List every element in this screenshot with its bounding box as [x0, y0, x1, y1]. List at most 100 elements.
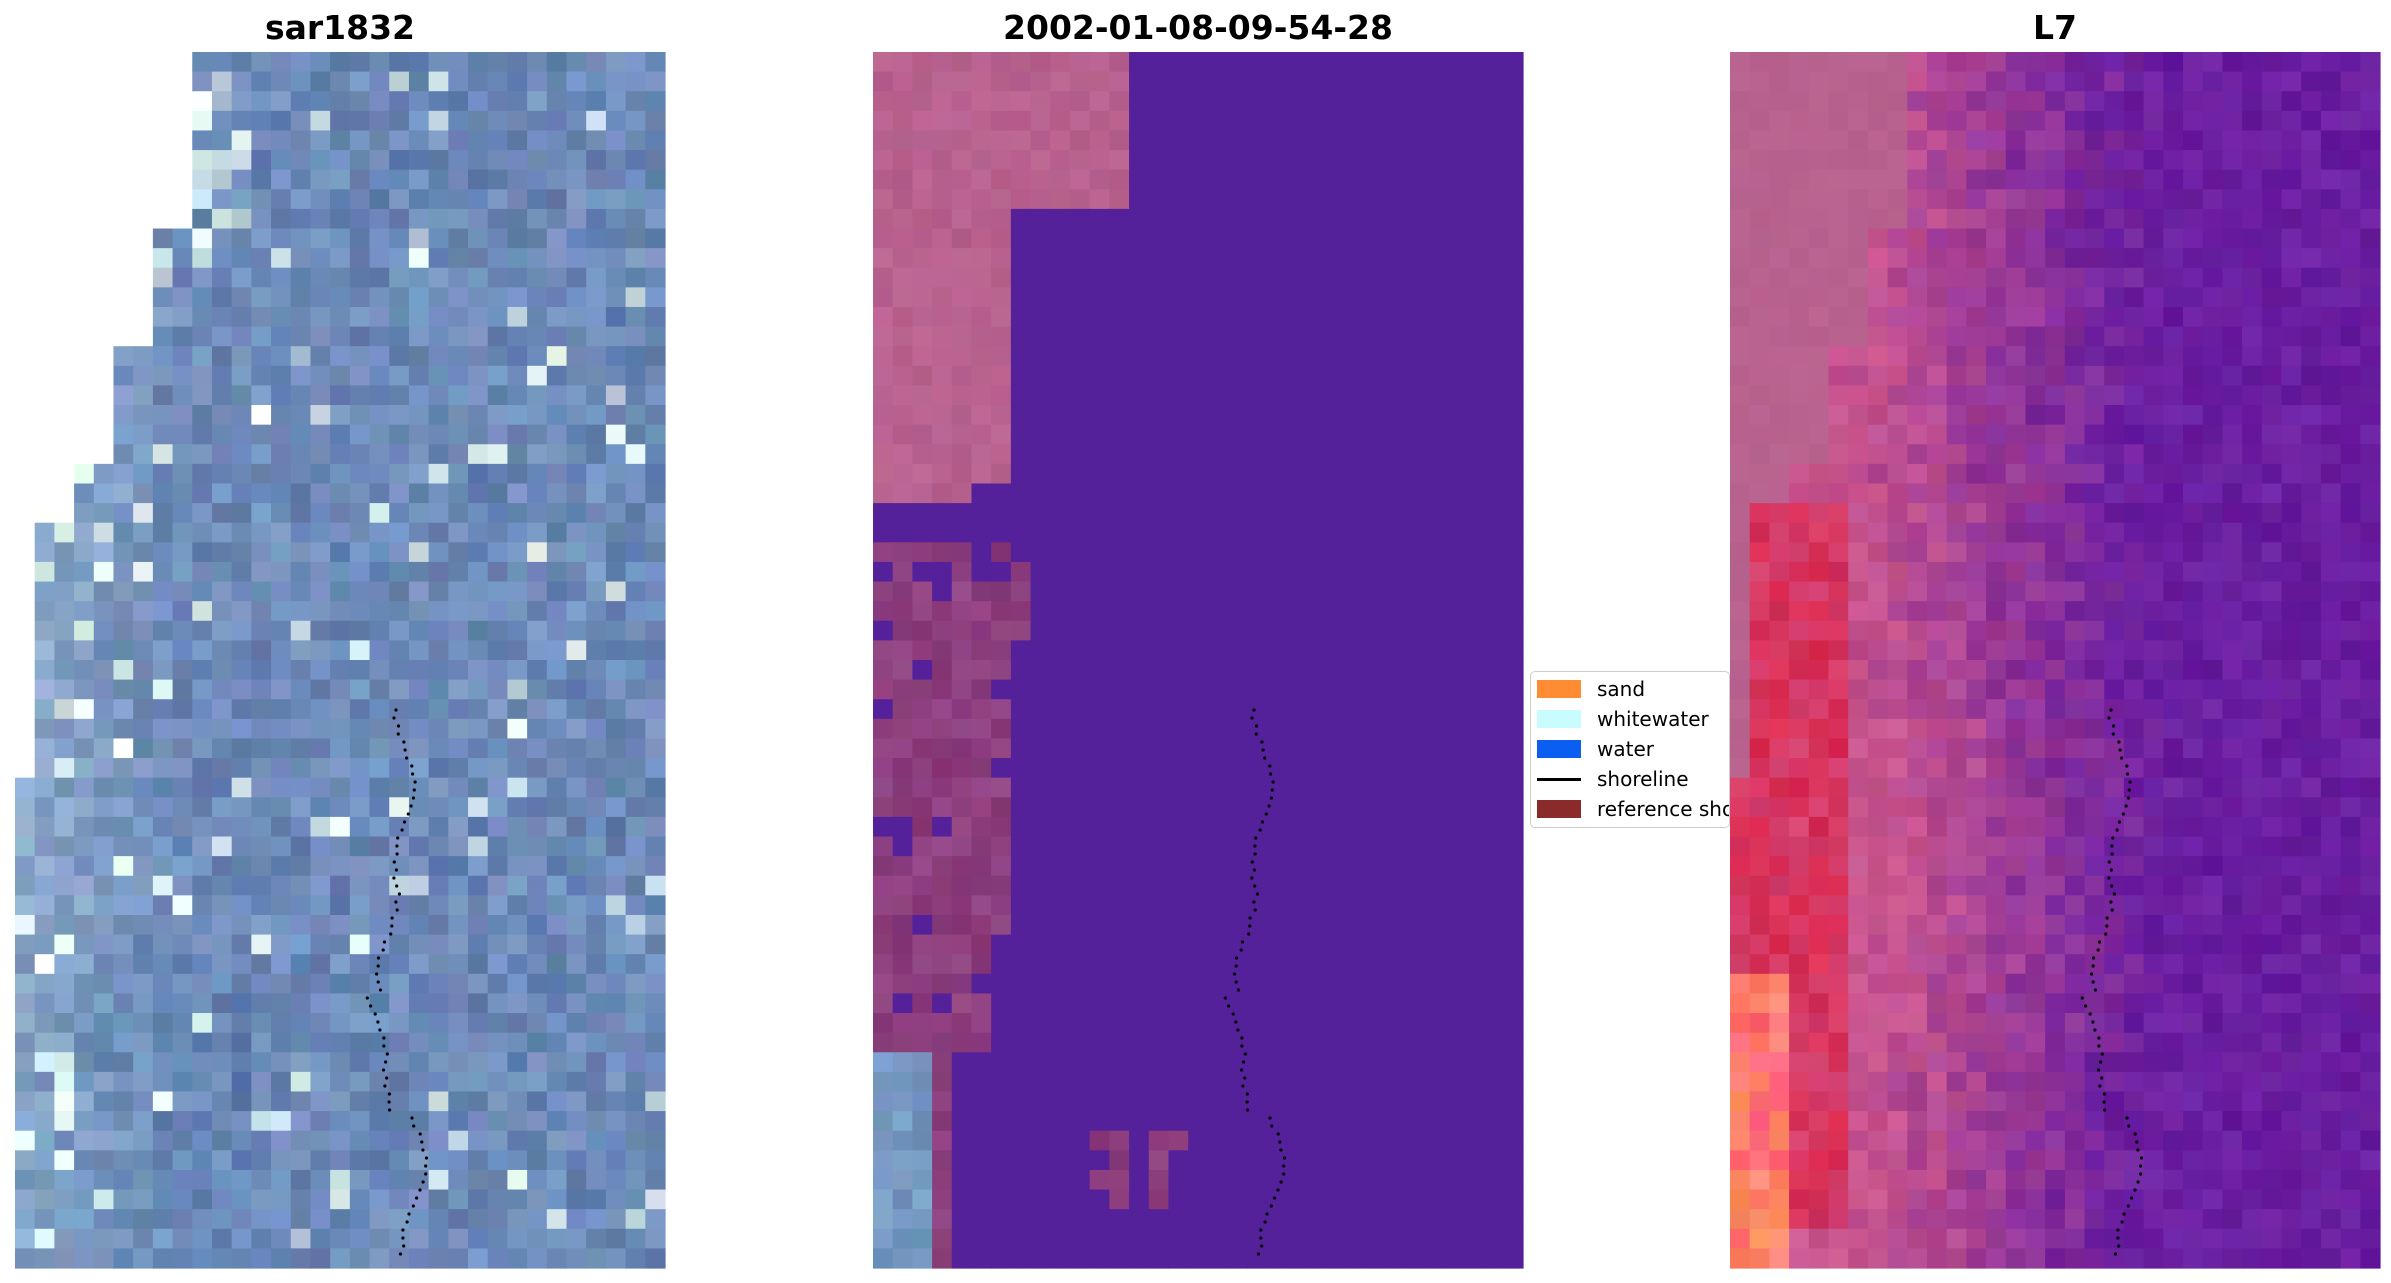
class-pixel: [1207, 346, 1229, 367]
ndwi-pixel: [1848, 248, 1869, 269]
rgb-pixel: [192, 758, 213, 779]
rgb-pixel: [468, 934, 489, 955]
ndwi-pixel: [1966, 424, 1987, 445]
rgb-pixel: [192, 1228, 213, 1249]
rgb-pixel: [527, 875, 548, 896]
ndwi-pixel: [1867, 405, 1889, 426]
rgb-pixel: [74, 934, 95, 955]
rgb-pixel: [271, 306, 292, 328]
ndwi-pixel: [2281, 228, 2302, 249]
rgb-pixel: [605, 1071, 627, 1093]
ndwi-pixel: [1789, 71, 1810, 92]
ndwi-pixel: [2104, 444, 2125, 465]
class-pixel: [1089, 1228, 1110, 1249]
rgb-pixel: [625, 993, 646, 1014]
ndwi-pixel: [2281, 561, 2302, 583]
rgb-pixel: [527, 542, 548, 563]
class-pixel: [1306, 365, 1327, 387]
ndwi-pixel: [2104, 365, 2125, 387]
class-pixel: [1168, 228, 1189, 249]
class-pixel: [1503, 1032, 1524, 1053]
class-pixel: [1385, 463, 1406, 485]
ndwi-pixel: [2183, 306, 2204, 328]
rgb-pixel: [487, 52, 509, 73]
ndwi-pixel: [1769, 385, 1790, 406]
shoreline-point: [403, 748, 407, 752]
rgb-pixel: [310, 1052, 331, 1073]
rgb-pixel: [74, 463, 95, 485]
class-pixel: [1286, 679, 1307, 700]
rgb-pixel: [645, 365, 666, 387]
class-pixel: [1168, 816, 1189, 838]
class-pixel: [912, 1130, 933, 1151]
class-pixel: [932, 561, 953, 583]
ndwi-pixel: [2183, 150, 2204, 171]
ndwi-pixel: [2104, 405, 2125, 426]
rgb-pixel: [310, 169, 331, 190]
ndwi-pixel: [1926, 169, 1948, 190]
rgb-pixel: [349, 620, 371, 641]
rgb-pixel: [54, 522, 75, 543]
ndwi-pixel: [2045, 326, 2066, 347]
class-pixel: [1109, 660, 1130, 681]
rgb-pixel: [566, 228, 587, 249]
rgb-pixel: [15, 1228, 36, 1249]
class-pixel: [1326, 954, 1347, 975]
rgb-pixel: [566, 52, 587, 73]
class-pixel: [1503, 797, 1524, 818]
rgb-pixel: [231, 973, 252, 995]
ndwi-pixel: [2064, 91, 2086, 112]
class-pixel: [873, 914, 894, 936]
ndwi-pixel: [1808, 463, 1830, 485]
ndwi-pixel: [2281, 444, 2302, 465]
rgb-pixel: [231, 581, 252, 602]
rgb-pixel: [93, 934, 115, 955]
rgb-pixel: [172, 1013, 193, 1034]
class-pixel: [873, 581, 894, 602]
class-pixel: [1109, 150, 1130, 171]
rgb-pixel: [605, 405, 627, 426]
class-pixel: [951, 856, 973, 877]
rgb-pixel: [211, 463, 233, 485]
class-pixel: [1306, 738, 1327, 759]
class-pixel: [1404, 91, 1426, 112]
class-pixel: [1503, 248, 1524, 269]
rgb-pixel: [625, 914, 646, 936]
rgb-pixel: [507, 993, 528, 1014]
rgb-pixel: [566, 1228, 587, 1249]
class-pixel: [892, 1111, 913, 1132]
rgb-pixel: [113, 738, 134, 759]
ndwi-pixel: [2301, 228, 2322, 249]
class-pixel: [1069, 130, 1091, 151]
rgb-pixel: [211, 640, 233, 661]
rgb-pixel: [349, 1248, 371, 1269]
rgb-pixel: [172, 1032, 193, 1053]
rgb-pixel: [408, 542, 430, 563]
class-pixel: [1424, 836, 1445, 857]
ndwi-pixel: [1749, 130, 1770, 151]
ndwi-pixel: [1789, 522, 1810, 543]
class-pixel: [1188, 189, 1209, 210]
rgb-pixel: [93, 954, 115, 975]
class-pixel: [892, 385, 913, 406]
class-pixel: [1168, 306, 1189, 328]
class-pixel: [932, 169, 953, 190]
rgb-pixel: [546, 797, 568, 818]
ndwi-pixel: [1926, 424, 1948, 445]
class-pixel: [1306, 150, 1327, 171]
class-pixel: [1266, 130, 1288, 151]
ndwi-pixel: [2064, 365, 2086, 387]
ndwi-pixel: [2123, 169, 2145, 190]
rgb-pixel: [645, 816, 666, 838]
class-pixel: [1129, 483, 1150, 504]
rgb-pixel: [389, 914, 410, 936]
class-pixel: [1306, 326, 1327, 347]
rgb-pixel: [310, 1228, 331, 1249]
rgb-pixel: [625, 1150, 646, 1171]
rgb-pixel: [448, 640, 469, 661]
class-pixel: [951, 914, 973, 936]
rgb-pixel: [369, 1052, 390, 1073]
rgb-pixel: [290, 326, 312, 347]
class-pixel: [1207, 1111, 1229, 1132]
class-pixel: [1030, 699, 1051, 720]
